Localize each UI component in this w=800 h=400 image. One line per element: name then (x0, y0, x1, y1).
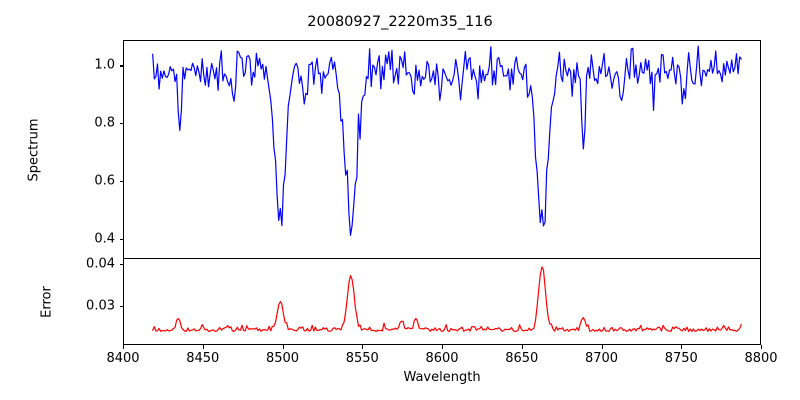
figure-title: 20080927_2220m35_116 (307, 14, 493, 30)
x-axis-tick (681, 345, 683, 349)
x-axis-tick-label: 8450 (186, 351, 220, 366)
error-line-plot (152, 266, 742, 333)
spectrum-ytick-label: 0.6 (94, 173, 115, 189)
spectrum-line-plot (152, 45, 742, 236)
error-ytick (119, 264, 123, 266)
error-axes (123, 258, 761, 345)
x-axis-tick (601, 345, 603, 349)
x-axis-tick (442, 345, 444, 349)
error-ytick-label: 0.04 (86, 256, 115, 272)
x-axis-tick-label: 8400 (106, 351, 140, 366)
error-y-axis-label: Error (39, 286, 55, 318)
x-axis-label: Wavelength (403, 370, 481, 385)
x-axis-tick-label: 8550 (345, 351, 379, 366)
x-axis-tick (521, 345, 523, 349)
spectrum-ytick-label: 0.4 (94, 231, 115, 247)
error-ytick (119, 305, 123, 307)
spectrum-ytick (119, 123, 123, 125)
x-axis-tick (202, 345, 204, 349)
spectrum-ytick-label: 1.0 (94, 57, 115, 73)
spectrum-ytick (119, 238, 123, 240)
x-axis-tick-label: 8700 (584, 351, 619, 366)
x-axis-tick-label: 8650 (505, 351, 539, 366)
x-axis-tick-label: 8600 (425, 351, 459, 366)
spectrum-axes (123, 40, 761, 259)
spectrum-ytick (119, 65, 123, 67)
spectrum-ytick-label: 0.8 (94, 115, 115, 131)
x-axis-tick-label: 8750 (664, 351, 698, 366)
x-axis-tick (282, 345, 284, 349)
spectrum-y-axis-label: Spectrum (26, 118, 42, 182)
error-ytick-label: 0.03 (86, 298, 115, 314)
x-axis-tick-label: 8800 (744, 351, 778, 366)
x-axis-tick-label: 8500 (265, 351, 300, 366)
x-axis-tick (123, 345, 125, 349)
x-axis-tick (761, 345, 763, 349)
spectrum-ytick (119, 180, 123, 183)
x-axis-tick (362, 345, 364, 349)
